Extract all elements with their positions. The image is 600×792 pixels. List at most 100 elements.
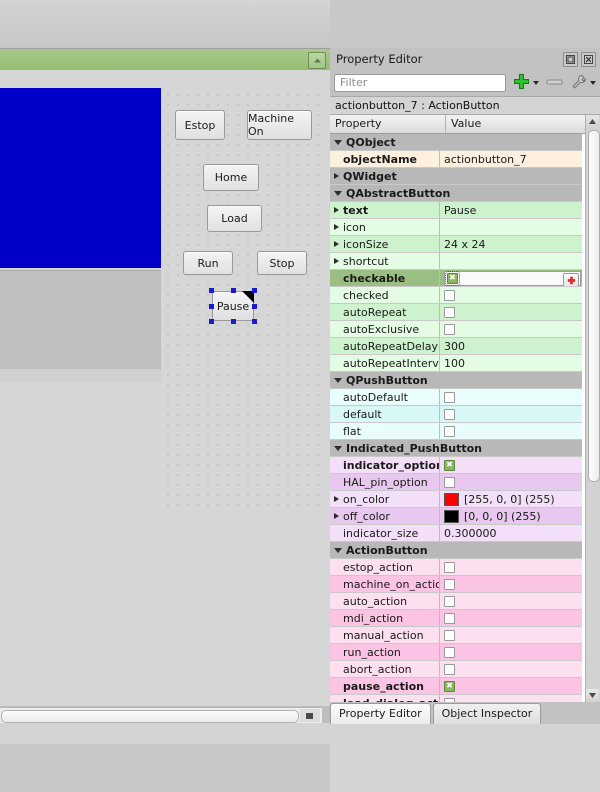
checkbox-unchecked-icon[interactable] xyxy=(444,663,455,675)
property-row-run_action[interactable]: run_action xyxy=(330,644,582,661)
property-value-cell[interactable] xyxy=(440,253,582,269)
property-value-cell[interactable] xyxy=(440,287,582,303)
property-scroll-thumb[interactable] xyxy=(588,130,600,482)
chevron-right-icon[interactable] xyxy=(334,207,339,213)
dock-tab-object-inspector[interactable]: Object Inspector xyxy=(432,703,542,724)
checkbox-checked-icon[interactable]: ✖ xyxy=(445,270,460,286)
property-value-cell[interactable] xyxy=(440,304,582,320)
column-header-property[interactable]: Property xyxy=(330,115,446,133)
reset-property-icon[interactable] xyxy=(563,272,579,286)
checkbox-unchecked-icon[interactable] xyxy=(444,476,455,488)
checkbox-unchecked-icon[interactable] xyxy=(444,323,455,335)
property-value-cell[interactable] xyxy=(440,644,582,660)
property-group-actionbutton[interactable]: ActionButton xyxy=(330,542,582,559)
dock-tab-property-editor[interactable]: Property Editor xyxy=(330,703,431,724)
property-row-checkable[interactable]: checkable ✖ xyxy=(330,270,582,287)
property-row-machine_on_action[interactable]: machine_on_action xyxy=(330,576,582,593)
checkbox-unchecked-icon[interactable] xyxy=(444,425,455,437)
chevron-right-icon[interactable] xyxy=(334,173,339,179)
property-value-cell[interactable] xyxy=(440,559,582,575)
property-group-qwidget[interactable]: QWidget xyxy=(330,168,582,185)
restore-up-icon[interactable] xyxy=(308,52,326,69)
property-row-abort_action[interactable]: abort_action xyxy=(330,661,582,678)
property-row-autodefault[interactable]: autoDefault xyxy=(330,389,582,406)
property-row-iconsize[interactable]: iconSize 24 x 24 xyxy=(330,236,582,253)
add-icon[interactable] xyxy=(513,73,530,93)
property-row-pause_action[interactable]: pause_action ✖ xyxy=(330,678,582,695)
chevron-down-icon[interactable] xyxy=(334,547,342,553)
chevron-down-icon[interactable] xyxy=(334,190,342,196)
design-button-home[interactable]: Home xyxy=(203,164,259,191)
property-value-cell[interactable]: ✖ xyxy=(440,270,582,286)
checkbox-unchecked-icon[interactable] xyxy=(444,646,455,658)
property-group-qpushbutton[interactable]: QPushButton xyxy=(330,372,582,389)
property-row-autorepeatinterval[interactable]: autoRepeatInterval 100 xyxy=(330,355,582,372)
column-header-value[interactable]: Value xyxy=(451,117,482,130)
chevron-right-icon[interactable] xyxy=(334,513,339,519)
selection-handle-tr[interactable] xyxy=(252,288,257,293)
property-group-indicated_pushbutton[interactable]: Indicated_PushButton xyxy=(330,440,582,457)
property-value-cell[interactable] xyxy=(440,423,582,439)
property-value-cell[interactable]: Pause xyxy=(440,202,582,218)
filter-input[interactable] xyxy=(334,74,506,92)
property-value-cell[interactable] xyxy=(440,661,582,677)
property-value-cell[interactable]: [255, 0, 0] (255) xyxy=(440,491,582,507)
property-row-indicator_size[interactable]: indicator_size 0.300000 xyxy=(330,525,582,542)
property-group-qabstractbutton[interactable]: QAbstractButton xyxy=(330,185,582,202)
selection-handle-bc[interactable] xyxy=(230,319,236,324)
property-value-cell[interactable]: 0.300000 xyxy=(440,525,582,541)
property-row-flat[interactable]: flat xyxy=(330,423,582,440)
property-row-estop_action[interactable]: estop_action xyxy=(330,559,582,576)
checkbox-unchecked-icon[interactable] xyxy=(444,289,455,301)
property-value-cell[interactable] xyxy=(440,593,582,609)
chevron-right-icon[interactable] xyxy=(334,258,339,264)
design-button-stop[interactable]: Stop xyxy=(257,251,307,275)
scroll-up-arrow-icon[interactable] xyxy=(586,115,599,128)
property-value-cell[interactable] xyxy=(440,219,582,235)
chevron-down-icon[interactable] xyxy=(334,445,342,451)
checkbox-unchecked-icon[interactable] xyxy=(444,595,455,607)
design-button-load[interactable]: Load xyxy=(207,205,262,232)
property-value-cell[interactable]: actionbutton_7 xyxy=(440,151,582,167)
checkbox-unchecked-icon[interactable] xyxy=(444,408,455,420)
property-value-cell[interactable] xyxy=(440,610,582,626)
property-row-shortcut[interactable]: shortcut xyxy=(330,253,582,270)
property-row-text[interactable]: text Pause xyxy=(330,202,582,219)
design-button-machine-on[interactable]: Machine On xyxy=(247,110,312,140)
checkbox-checked-icon[interactable]: ✖ xyxy=(444,459,455,471)
selected-widget-pause[interactable]: Pause xyxy=(209,288,257,324)
design-canvas-grid[interactable]: Estop Machine On Home Load Run Stop Paus… xyxy=(161,88,321,511)
property-value-cell[interactable] xyxy=(440,474,582,490)
checkbox-unchecked-icon[interactable] xyxy=(444,578,455,590)
selection-handle-tc[interactable] xyxy=(230,288,236,293)
chevron-right-icon[interactable] xyxy=(334,224,339,230)
property-row-icon[interactable]: icon xyxy=(330,219,582,236)
property-group-qobject[interactable]: QObject xyxy=(330,134,582,151)
chevron-down-icon[interactable] xyxy=(334,139,342,145)
property-row-indicator_option[interactable]: indicator_option ✖ xyxy=(330,457,582,474)
checkbox-unchecked-icon[interactable] xyxy=(444,391,455,403)
property-row-autorepeatdelay[interactable]: autoRepeatDelay 300 xyxy=(330,338,582,355)
property-value-cell[interactable]: [0, 0, 0] (255) xyxy=(440,508,582,524)
selection-handle-br[interactable] xyxy=(252,319,257,324)
property-value-cell[interactable] xyxy=(440,389,582,405)
property-row-mdi_action[interactable]: mdi_action xyxy=(330,610,582,627)
property-row-manual_action[interactable]: manual_action xyxy=(330,627,582,644)
checkbox-unchecked-icon[interactable] xyxy=(444,629,455,641)
designer-horizontal-scrollbar[interactable] xyxy=(0,707,322,723)
float-icon[interactable] xyxy=(563,52,578,67)
checkbox-unchecked-icon[interactable] xyxy=(444,561,455,573)
close-icon[interactable] xyxy=(581,52,596,67)
property-row-default[interactable]: default xyxy=(330,406,582,423)
chevron-right-icon[interactable] xyxy=(334,241,339,247)
property-row-auto_action[interactable]: auto_action xyxy=(330,593,582,610)
property-value-cell[interactable] xyxy=(440,321,582,337)
property-value-cell[interactable]: 24 x 24 xyxy=(440,236,582,252)
property-row-autorepeat[interactable]: autoRepeat xyxy=(330,304,582,321)
property-value-cell[interactable] xyxy=(440,627,582,643)
property-row-on_color[interactable]: on_color [255, 0, 0] (255) xyxy=(330,491,582,508)
checkbox-unchecked-icon[interactable] xyxy=(444,697,455,702)
configure-icon[interactable] xyxy=(571,74,587,93)
property-value-cell[interactable] xyxy=(440,695,582,702)
selection-handle-ml[interactable] xyxy=(209,303,214,309)
